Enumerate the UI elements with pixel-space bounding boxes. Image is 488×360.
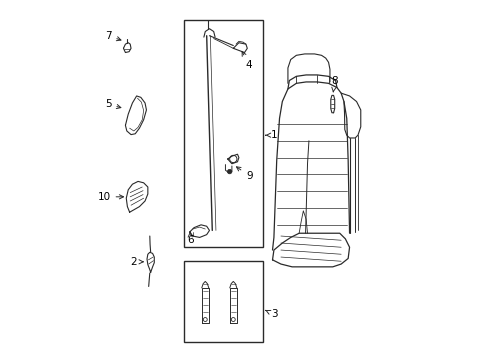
Text: 10: 10	[97, 192, 123, 202]
Text: 8: 8	[331, 76, 337, 92]
Bar	[184, 20, 262, 247]
Circle shape	[227, 169, 231, 174]
Text: 5: 5	[104, 99, 121, 109]
Bar	[184, 261, 262, 342]
Text: 3: 3	[265, 310, 277, 319]
Text: 4: 4	[242, 52, 252, 70]
Text: 2: 2	[130, 257, 143, 267]
Text: 7: 7	[104, 31, 121, 41]
Text: 6: 6	[187, 232, 193, 245]
Text: 9: 9	[236, 167, 252, 181]
Text: 1: 1	[265, 130, 277, 140]
